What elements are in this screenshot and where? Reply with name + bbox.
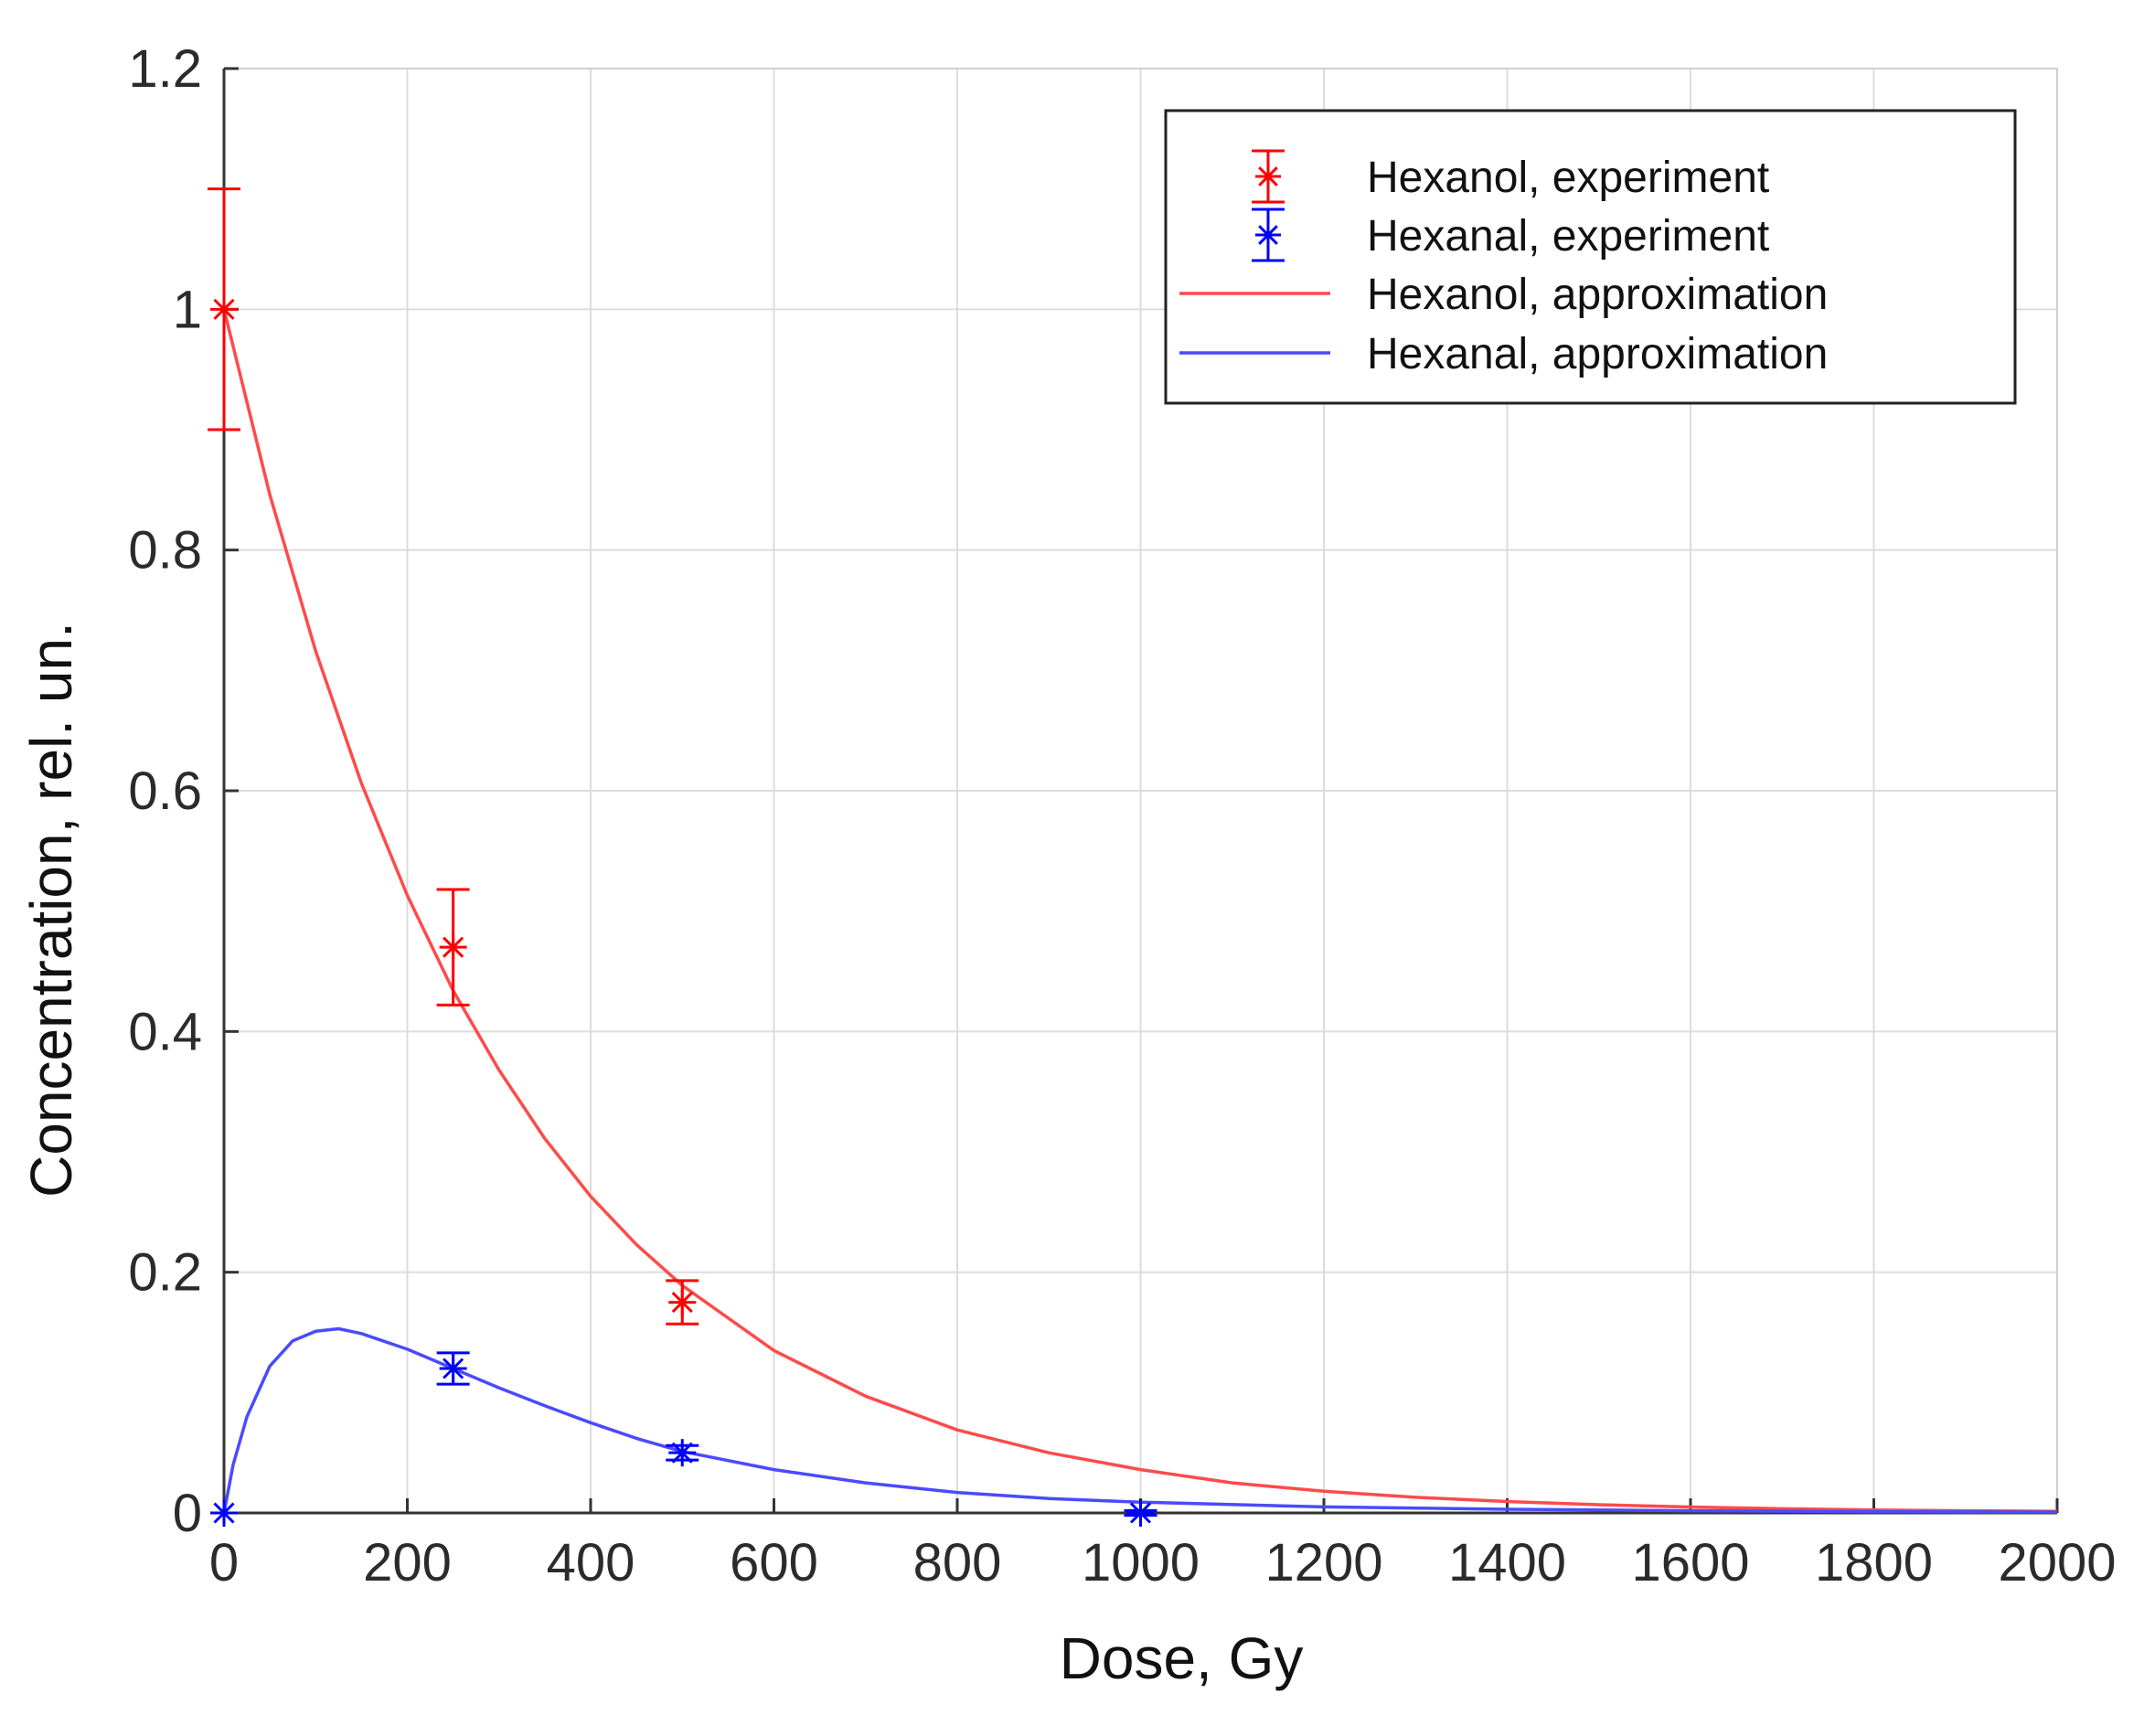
y-tick-label: 1.2: [128, 39, 202, 99]
x-tick-label: 1200: [1264, 1533, 1382, 1592]
legend-entry: Hexanol, experiment: [1252, 149, 1769, 204]
marker-stroke: [443, 1358, 464, 1379]
y-tick-label: 0.4: [128, 1002, 202, 1061]
series-hexanal-experiment: [210, 1351, 1157, 1527]
y-tick-label: 0: [173, 1484, 202, 1543]
legend-label: Hexanol, approximation: [1367, 271, 1828, 319]
marker-stroke: [213, 1502, 235, 1524]
x-tick-label: 2000: [1998, 1533, 2116, 1592]
y-tick-label: 1: [173, 280, 202, 339]
marker-stroke: [671, 1292, 693, 1314]
marker-stroke: [1258, 225, 1278, 245]
tick-labels: 0 200 400 600 800 1000 1200 1400 1600 1800 2000 0 0.…: [128, 39, 2116, 1592]
y-tick-label: 0.6: [128, 761, 202, 821]
legend-marker: [1255, 222, 1281, 248]
series-hexanol-experiment: [208, 187, 699, 1326]
x-tick-label: 800: [913, 1533, 1002, 1592]
legend-entry: Hexanal, approximation: [1179, 330, 1828, 378]
x-tick-label: 1000: [1082, 1533, 1200, 1592]
data-point: [439, 933, 467, 962]
legend-entry: Hexanal, experiment: [1252, 208, 1769, 262]
marker-stroke: [1129, 1502, 1152, 1524]
y-tick-label: 0.8: [128, 521, 202, 580]
legend-label: Hexanal, approximation: [1367, 330, 1828, 378]
marker-stroke: [213, 298, 235, 320]
marker-stroke: [1258, 166, 1278, 186]
series-layer: [208, 187, 2058, 1527]
legend-label: Hexanal, experiment: [1367, 212, 1769, 261]
x-tick-label: 1400: [1448, 1533, 1566, 1592]
y-tick-label: 0.2: [128, 1243, 202, 1303]
data-point: [210, 295, 238, 324]
marker-stroke: [443, 936, 464, 958]
legend: Hexanol, experiment Hexanal, experiment He…: [1164, 109, 2017, 405]
data-point: [439, 1355, 467, 1382]
x-tick-label: 400: [547, 1533, 635, 1592]
legend-entry: Hexanol, approximation: [1179, 271, 1828, 319]
series-line-hexanol-approximation: [222, 308, 2058, 1514]
series-line-hexanal-approximation: [222, 1326, 2058, 1514]
data-point: [668, 1439, 697, 1467]
x-tick-label: 1600: [1631, 1533, 1749, 1592]
marker-stroke: [671, 1442, 693, 1464]
x-axis-title: Dose, Gy: [1060, 1625, 1304, 1691]
x-tick-label: 1800: [1815, 1533, 1933, 1592]
y-axis-title: Concentration, rel. un.: [18, 622, 84, 1198]
legend-label: Hexanol, experiment: [1367, 154, 1769, 202]
x-tick-label: 600: [730, 1533, 818, 1592]
x-tick-label: 0: [209, 1533, 239, 1592]
legend-marker: [1255, 164, 1281, 189]
data-point: [1126, 1499, 1155, 1527]
data-point: [668, 1288, 697, 1316]
x-tick-label: 200: [363, 1533, 452, 1592]
data-point: [210, 1499, 238, 1527]
